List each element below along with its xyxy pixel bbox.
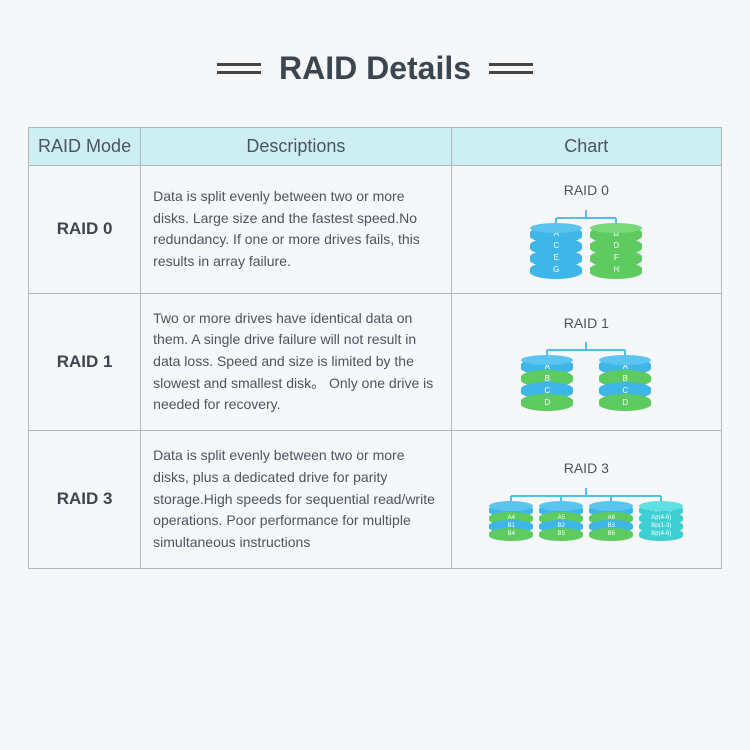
- disk-platter: G: [530, 262, 582, 279]
- disk-stack-icon: A1A4B1B4: [489, 504, 533, 541]
- disk-cap: [639, 501, 683, 511]
- disk-platter: Bp(4-6): [639, 528, 683, 541]
- table-row: RAID 1 Two or more drives have identical …: [29, 293, 722, 430]
- disk-platter: B5: [539, 528, 583, 541]
- col-header-chart: Chart: [451, 128, 721, 166]
- col-header-mode: RAID Mode: [29, 128, 141, 166]
- disk-stack-icon: A2A5B2B5: [539, 504, 583, 541]
- disk-row: ACEGBDFH: [530, 226, 642, 279]
- disk-stack-icon: ABCD: [599, 358, 651, 411]
- disk-platter: D: [521, 394, 573, 411]
- raid-description: Data is split evenly between two or more…: [141, 431, 451, 568]
- disk-stack-icon: ACEG: [530, 226, 582, 279]
- raid-mode-label: RAID 1: [41, 349, 128, 375]
- page-title-row: RAID Details: [28, 50, 722, 87]
- disk-platter: D: [599, 394, 651, 411]
- chart-title: RAID 3: [564, 458, 609, 480]
- raid-chart: RAID 3 A1A4B1B4A2A5B2B5A3A6B3B6Ap(1-3)Ap(…: [464, 458, 709, 541]
- disk-cap: [539, 501, 583, 511]
- raid-description: Data is split evenly between two or more…: [141, 166, 451, 294]
- disk-platter: H: [590, 262, 642, 279]
- disk-cap: [530, 223, 582, 233]
- chart-title: RAID 1: [564, 313, 609, 335]
- disk-stack-icon: A3A6B3B6: [589, 504, 633, 541]
- disk-stack-icon: BDFH: [590, 226, 642, 279]
- raid-mode-label: RAID 3: [41, 486, 128, 512]
- disk-cap: [489, 501, 533, 511]
- disk-row: ABCD ABCD: [521, 358, 651, 411]
- disk-stack-icon: ABCD: [521, 358, 573, 411]
- title-decoration-right: [489, 63, 533, 74]
- disk-row: A1A4B1B4A2A5B2B5A3A6B3B6Ap(1-3)Ap(4-6)Bp…: [489, 504, 683, 541]
- raid-mode-label: RAID 0: [41, 216, 128, 242]
- disk-stack-icon: Ap(1-3)Ap(4-6)Bp(1-3)Bp(4-6): [639, 504, 683, 541]
- raid-description: Two or more drives have identical data o…: [141, 293, 451, 430]
- disk-platter: B4: [489, 528, 533, 541]
- disk-cap: [599, 355, 651, 365]
- raid-table: RAID Mode Descriptions Chart RAID 0 Data …: [28, 127, 722, 569]
- disk-cap: [589, 501, 633, 511]
- title-decoration-left: [217, 63, 261, 74]
- disk-cap: [521, 355, 573, 365]
- page-title: RAID Details: [279, 50, 471, 87]
- disk-platter: B6: [589, 528, 633, 541]
- table-header-row: RAID Mode Descriptions Chart: [29, 128, 722, 166]
- raid-chart: RAID 1 ABCD ABCD: [464, 313, 709, 412]
- col-header-desc: Descriptions: [141, 128, 451, 166]
- chart-title: RAID 0: [564, 180, 609, 202]
- table-row: RAID 3 Data is split evenly between two o…: [29, 431, 722, 568]
- disk-cap: [590, 223, 642, 233]
- raid-chart: RAID 0 ACEGBDFH: [464, 180, 709, 279]
- table-row: RAID 0 Data is split evenly between two o…: [29, 166, 722, 294]
